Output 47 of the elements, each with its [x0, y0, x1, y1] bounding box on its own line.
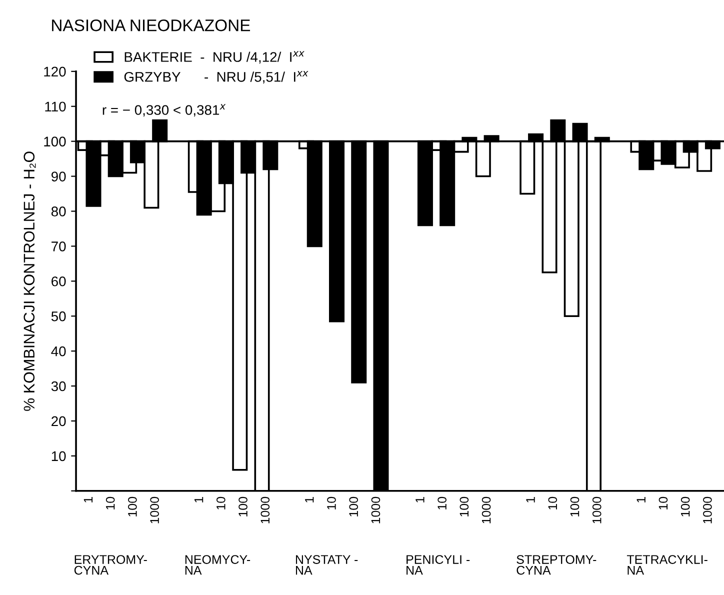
legend-label: GRZYBY - NRU /5,51/ I$^{xx}$	[124, 71, 308, 84]
x-tick-label: 10	[548, 496, 558, 510]
x-tick-label: 100	[238, 496, 248, 516]
annotation: r = − 0,330 < 0,381$^{x}$	[102, 104, 226, 117]
chart-title: NASIONA NIEODKAZONE	[52, 19, 250, 32]
y-axis-title: % KOMBINACJI KONTROLNEJ - H₂O	[24, 152, 36, 411]
x-tick-label: 1	[305, 497, 314, 502]
text: ERYTROMY- CYNA	[74, 555, 147, 575]
x-tick-label: 10	[438, 496, 446, 510]
y-tick-label: 120	[44, 66, 66, 77]
x-tick-label: 100	[128, 496, 137, 516]
x-tick-label: 1	[194, 497, 204, 502]
text: NEOMYCY- NA	[185, 555, 250, 575]
x-tick-label: 1	[84, 497, 93, 502]
y-tick-label: 60	[52, 276, 66, 286]
y-tick-label: 50	[51, 311, 66, 322]
x-tick-label: 10	[216, 496, 226, 510]
y-tick-label: 10	[52, 451, 66, 462]
x-tick-label: 1000	[371, 496, 380, 524]
x-tick-label: 1000	[260, 496, 270, 524]
y-tick-label: 20	[52, 416, 66, 426]
x-tick-label: 1	[526, 497, 535, 502]
x-tick-label: 1000	[703, 496, 712, 524]
y-tick-label: 110	[45, 102, 66, 112]
y-tick-label: 100	[44, 136, 66, 146]
text: TETRACYKLI- NA	[626, 555, 708, 575]
x-tick-label: 1000	[150, 496, 159, 524]
x-tick-label: 100	[349, 496, 358, 516]
x-tick-label: 1	[636, 497, 646, 502]
x-tick-label: 100	[570, 496, 580, 516]
x-tick-label: 1000	[482, 496, 491, 524]
text: PENICYLI - NA	[406, 555, 470, 575]
x-tick-label: 10	[327, 496, 336, 510]
x-tick-label: 100	[460, 496, 469, 516]
y-tick-label: 80	[51, 206, 66, 216]
text: STREPTOMY- CYNA	[516, 555, 596, 575]
y-tick-label: 90	[52, 172, 66, 182]
y-tick-label: 70	[52, 242, 66, 252]
x-tick-label: 10	[106, 496, 115, 510]
text: NYSTATY - NA	[296, 555, 358, 575]
x-tick-label: 1	[416, 497, 424, 502]
x-tick-label: 1000	[592, 496, 602, 524]
x-tick-label: 10	[658, 496, 668, 510]
legend-label: BAKTERIE - NRU /4,12/ I$^{xx}$	[124, 51, 304, 64]
y-tick-label: 30	[51, 381, 66, 392]
y-tick-label: 40	[51, 346, 66, 356]
x-tick-label: 100	[680, 496, 690, 516]
